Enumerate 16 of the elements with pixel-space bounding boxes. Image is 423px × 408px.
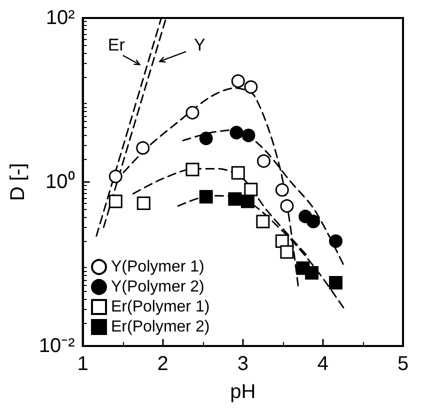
legend-label: Er(Polymer 2) [111,318,210,336]
legend-label: Y(Polymer 1) [111,258,204,276]
x-axis-title: pH [230,381,256,403]
y-tick-label: 10⁻² [38,335,76,357]
annotation: Y [194,35,206,54]
x-tick-label: 1 [77,353,88,375]
legend-label: Er(Polymer 1) [111,298,210,316]
y-tick-label: 10² [46,7,76,29]
x-tick-label: 3 [237,353,248,375]
x-tick-label: 5 [397,353,409,375]
y-tick-label: 10⁰ [46,170,75,193]
annotation: Er [108,35,126,54]
x-tick-label: 4 [317,353,329,375]
legend-label: Y(Polymer 2) [111,278,204,296]
x-tick-label: 2 [157,353,168,375]
y-axis-title: D [-] [7,163,29,201]
